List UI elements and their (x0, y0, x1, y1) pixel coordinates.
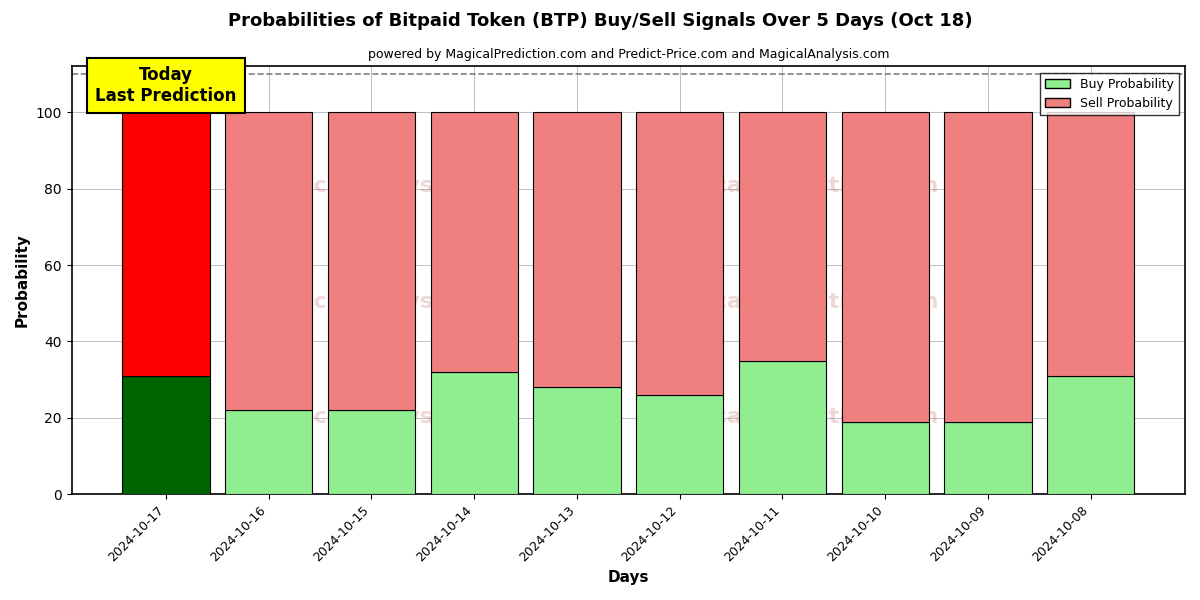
Bar (533, 387, 620, 494)
Text: MagicalAnalysis.com: MagicalAnalysis.com (253, 292, 514, 311)
Bar (328, 410, 415, 494)
Bar (533, 112, 620, 387)
Bar (944, 422, 1032, 494)
Bar (739, 361, 826, 494)
Bar (636, 112, 724, 395)
Legend: Buy Probability, Sell Probability: Buy Probability, Sell Probability (1040, 73, 1178, 115)
Text: MagicalPrediction.com: MagicalPrediction.com (653, 176, 938, 196)
Bar (841, 112, 929, 422)
Bar (431, 112, 518, 372)
Title: powered by MagicalPrediction.com and Predict-Price.com and MagicalAnalysis.com: powered by MagicalPrediction.com and Pre… (367, 48, 889, 61)
Bar (1048, 112, 1134, 376)
Bar (841, 422, 929, 494)
Bar (944, 112, 1032, 422)
Text: MagicalPrediction.com: MagicalPrediction.com (653, 292, 938, 311)
Bar (739, 112, 826, 361)
Bar (636, 395, 724, 494)
Bar (328, 112, 415, 410)
Bar (1048, 376, 1134, 494)
Text: MagicalAnalysis.com: MagicalAnalysis.com (253, 176, 514, 196)
Bar (226, 112, 312, 410)
Bar (431, 372, 518, 494)
Bar (122, 112, 210, 376)
X-axis label: Days: Days (607, 570, 649, 585)
Bar (122, 376, 210, 494)
Text: Today
Last Prediction: Today Last Prediction (95, 66, 236, 105)
Y-axis label: Probability: Probability (16, 233, 30, 327)
Text: Probabilities of Bitpaid Token (BTP) Buy/Sell Signals Over 5 Days (Oct 18): Probabilities of Bitpaid Token (BTP) Buy… (228, 12, 972, 30)
Text: MagicalPrediction.com: MagicalPrediction.com (653, 407, 938, 427)
Bar (226, 410, 312, 494)
Text: MagicalAnalysis.com: MagicalAnalysis.com (253, 407, 514, 427)
